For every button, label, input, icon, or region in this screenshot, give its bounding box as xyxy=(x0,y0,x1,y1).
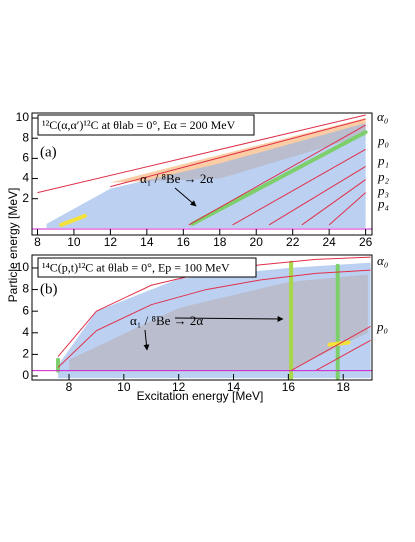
line-label: p₃ xyxy=(377,183,389,198)
plot-frame xyxy=(31,112,373,236)
y-tick-label: 10 xyxy=(16,260,30,274)
y-tick-label: 8 xyxy=(22,130,29,144)
x-tick-label: 8 xyxy=(34,235,41,249)
annotation-arrow xyxy=(143,329,150,351)
panel: 8 10 12 14 16 18 0 2 4 6 8 10 ¹⁴C(p,t)¹²C at θlab = … xyxy=(16,253,389,394)
line-label: p₀ xyxy=(377,133,389,148)
y-tick-label: 6 xyxy=(22,303,29,317)
x-tick-label: 14 xyxy=(140,235,154,249)
gate-line xyxy=(315,339,371,372)
panel-title: ¹⁴C(p,t)¹²C at θlab = 0°, Ep = 100 MeV xyxy=(42,260,230,274)
density-region xyxy=(110,118,366,183)
x-tick-label: 22 xyxy=(286,235,300,249)
y-tick-label: 10 xyxy=(16,110,30,124)
x-tick-label: 18 xyxy=(337,380,351,394)
gate-line xyxy=(232,148,366,226)
annotation-arrow xyxy=(174,187,197,207)
x-tick-label: 16 xyxy=(177,235,191,249)
annotation: α₁ / ⁸Be → 2α xyxy=(140,171,213,186)
annotation: α₁ / ⁸Be → 2α xyxy=(130,313,203,328)
line-label: p₄ xyxy=(377,196,390,211)
y-tick-label: 4 xyxy=(22,325,29,339)
x-tick-label: 20 xyxy=(250,235,264,249)
panel-label: (a) xyxy=(40,144,57,160)
x-tick-label: 12 xyxy=(172,380,186,394)
line-label: α₀ xyxy=(377,253,388,268)
gate-line xyxy=(110,118,366,188)
title-box xyxy=(37,114,255,136)
plot-area xyxy=(32,114,372,230)
gate-line xyxy=(188,124,366,226)
x-tick-label: 10 xyxy=(117,380,131,394)
y-axis-label: Particle energy [MeV] xyxy=(6,188,20,303)
y-tick-label: 2 xyxy=(22,347,29,361)
x-tick-label: 10 xyxy=(67,235,81,249)
annotation-arrow xyxy=(174,315,284,322)
line-label: p₁ xyxy=(377,153,389,168)
gate-line xyxy=(290,325,371,372)
panel-title: ¹²C(α,α′)¹²C at θlab = 0°, Eα = 200 MeV xyxy=(42,118,236,132)
x-tick-label: 14 xyxy=(227,380,241,394)
panel-label: (b) xyxy=(40,281,58,297)
y-tick-label: 0 xyxy=(22,368,29,382)
gate-line xyxy=(57,269,371,368)
locus xyxy=(59,213,87,227)
density-region xyxy=(46,123,366,228)
y-tick-label: 4 xyxy=(22,171,29,185)
title-box xyxy=(37,257,257,278)
x-tick-label: 18 xyxy=(213,235,227,249)
x-axis-label: Excitation energy [MeV] xyxy=(137,389,264,403)
density-region xyxy=(58,262,371,379)
gate-line xyxy=(328,192,366,226)
x-tick-label: 16 xyxy=(282,380,296,394)
gate-line xyxy=(301,179,366,226)
x-tick-label: 12 xyxy=(104,235,118,249)
y-tick-label: 2 xyxy=(22,191,29,205)
line-label: p₀ xyxy=(376,319,388,334)
y-tick-label: 6 xyxy=(22,151,29,165)
x-tick-label: 26 xyxy=(359,235,373,249)
plot-frame xyxy=(31,254,373,381)
gate-line xyxy=(37,114,366,194)
y-tick-label: 8 xyxy=(22,282,29,296)
locus xyxy=(190,130,368,226)
line-label: α₀ xyxy=(377,109,388,124)
x-tick-label: 8 xyxy=(66,380,73,394)
x-tick-label: 24 xyxy=(322,235,336,249)
gate-line xyxy=(268,166,366,226)
line-label: p₂ xyxy=(377,169,390,184)
